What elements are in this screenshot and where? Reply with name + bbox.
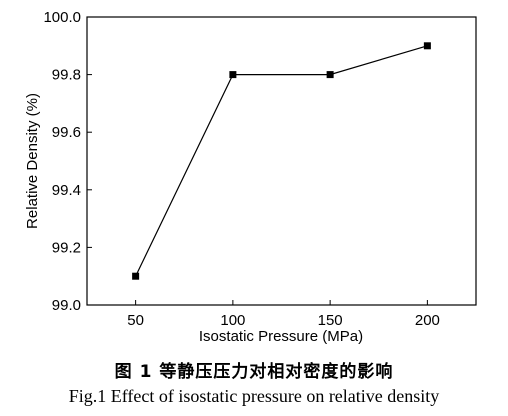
- y-tick-label: 99.0: [52, 297, 81, 314]
- data-point-marker: [132, 272, 140, 280]
- data-point-marker: [423, 42, 431, 50]
- series-lines: [135, 45, 428, 277]
- y-tick-label: 100.0: [43, 9, 81, 26]
- data-point-marker: [326, 71, 334, 79]
- figure-caption-chinese: 图 1 等静压压力对相对密度的影响: [114, 362, 394, 382]
- series-line: [135, 45, 428, 277]
- y-ticks: 99.0 99.2 99.4 99.6 99.8 100.0: [43, 9, 92, 314]
- plot-frame: [86, 16, 477, 306]
- y-tick-label: 99.6: [52, 124, 81, 141]
- y-tick-label: 99.4: [52, 182, 81, 199]
- y-tick-label: 99.8: [52, 67, 81, 84]
- x-tick-label: 100: [220, 312, 245, 329]
- series-markers: [132, 42, 431, 280]
- x-axis-label: Isostatic Pressure (MPa): [199, 328, 363, 345]
- x-tick-label: 150: [318, 312, 343, 329]
- data-point-marker: [229, 71, 237, 79]
- y-axis-label: Relative Density (%): [24, 93, 41, 229]
- line-chart: 50 100 150 200 99.0 99.2 99.4 99.6 99.8 100.0 Is…: [24, 9, 477, 345]
- x-tick-label: 50: [127, 312, 144, 329]
- x-tick-label: 200: [415, 312, 440, 329]
- x-ticks: 50 100 150 200: [127, 300, 440, 329]
- figure-caption-english: Fig.1 Effect of isostatic pressure on re…: [68, 386, 440, 406]
- y-tick-label: 99.2: [52, 239, 81, 256]
